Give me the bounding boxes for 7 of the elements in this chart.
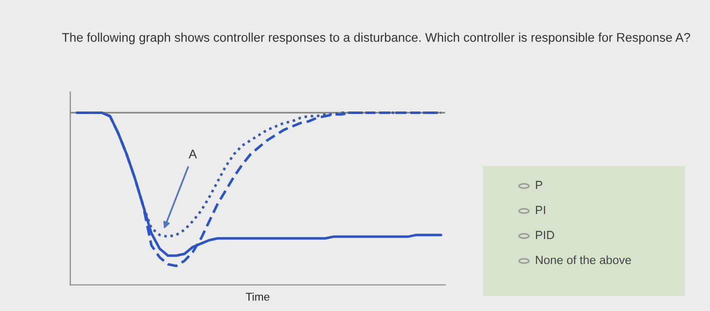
annotation: A	[188, 150, 197, 158]
text: PID	[536, 230, 554, 240]
chart-title: The following graph shows controller responses to a disturbance. Which controller is responsible for Response A?	[62, 32, 690, 44]
text: PI	[536, 206, 546, 214]
x-axis-title: Time	[246, 292, 270, 301]
text: P	[536, 180, 542, 190]
text: None of the above	[536, 255, 631, 264]
